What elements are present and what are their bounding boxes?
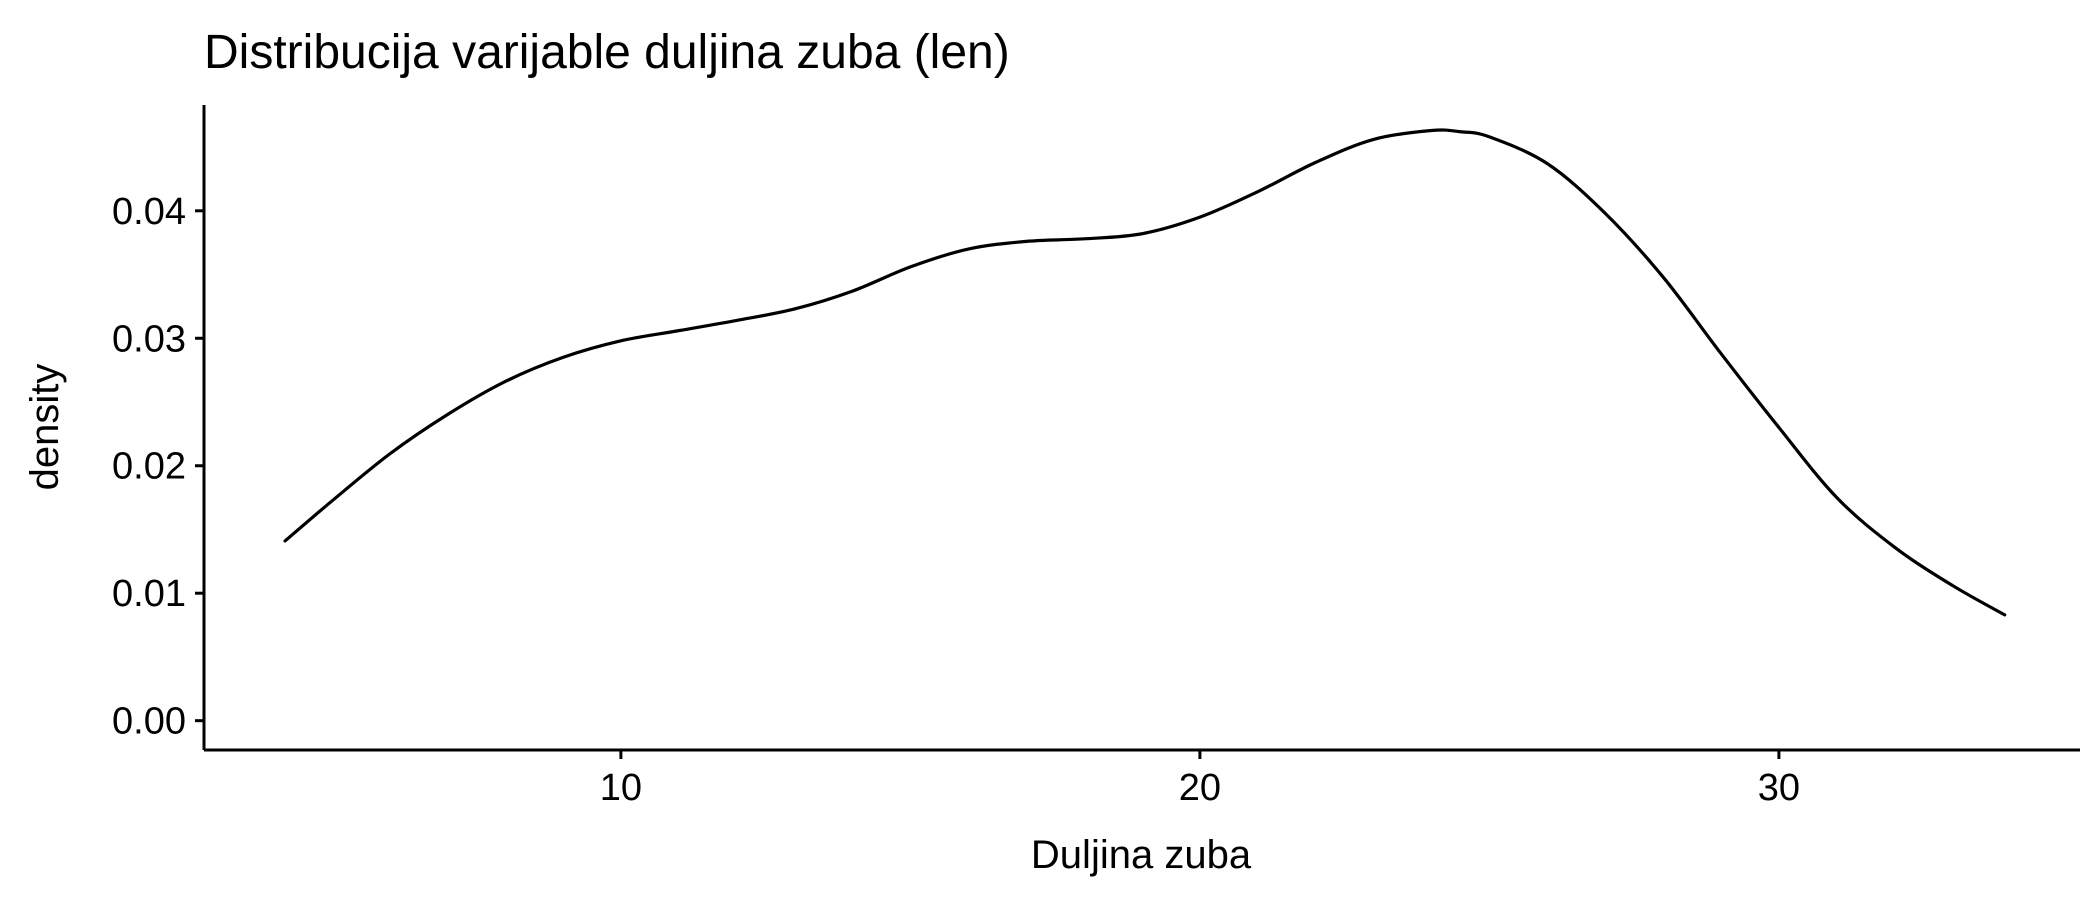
y-axis-ticks: 0.00 0.01 0.02 0.03 0.04 (112, 191, 204, 743)
x-tick-label: 30 (1758, 767, 1800, 809)
x-tick-label: 10 (600, 767, 642, 809)
y-tick-label: 0.04 (112, 191, 186, 233)
x-axis-title: Duljina zuba (1031, 833, 1252, 877)
axes (202, 105, 2080, 752)
density-line (283, 128, 2007, 617)
y-tick-label: 0.00 (112, 701, 186, 743)
x-axis-ticks: 10 20 30 (600, 750, 1800, 809)
chart-title: Distribucija varijable duljina zuba (len… (204, 26, 1010, 79)
series-layer (283, 128, 2007, 617)
y-axis-title: density (23, 364, 67, 491)
y-tick-label: 0.01 (112, 573, 186, 615)
y-tick-label: 0.02 (112, 446, 186, 488)
x-tick-label: 20 (1179, 767, 1221, 809)
y-tick-label: 0.03 (112, 318, 186, 360)
